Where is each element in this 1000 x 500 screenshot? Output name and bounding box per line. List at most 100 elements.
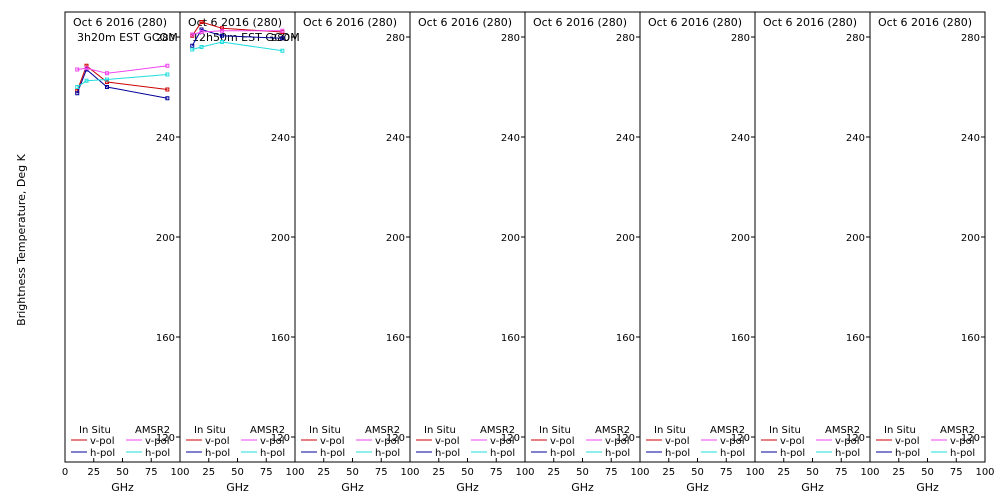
data-point-amsr2-v	[104, 71, 109, 76]
x-tick-label: 50	[461, 467, 474, 478]
legend-label: v-pol	[205, 436, 230, 447]
y-tick-label: 240	[616, 133, 635, 144]
legend-label: h-pol	[950, 448, 975, 459]
data-point-amsr2-v	[190, 32, 195, 37]
panel-title: Oct 6 2016 (280)	[418, 16, 512, 29]
y-tick-label: 160	[731, 333, 750, 344]
panel-title: Oct 6 2016 (280)	[763, 16, 857, 29]
x-tick-label: 25	[317, 467, 330, 478]
x-tick-label: 75	[375, 467, 388, 478]
x-tick-label: 50	[921, 467, 934, 478]
panel-8: Oct 6 2016 (280) 120 160 200 240 280 25 50 75 100…	[869, 11, 995, 494]
x-tick-label: 25	[662, 467, 675, 478]
series-line-in-situ-v	[76, 64, 168, 91]
legend-label: h-pol	[375, 448, 400, 459]
legend-label: h-pol	[895, 448, 920, 459]
x-tick-label: 100	[400, 467, 419, 478]
y-tick-label: 240	[156, 133, 175, 144]
x-tick-label: 25	[87, 467, 100, 478]
y-tick-label: 120	[501, 433, 520, 444]
legend-label: v-pol	[90, 436, 115, 447]
data-point-in-situ-v	[199, 20, 204, 24]
legend-header-amsr2: AMSR2	[940, 425, 975, 436]
data-point-amsr2-h	[280, 48, 285, 53]
series-line-in-situ-h	[76, 68, 168, 99]
legend-label: v-pol	[145, 436, 170, 447]
legend-label: v-pol	[550, 436, 575, 447]
panel-subtitle: 12h50m EST GCOM	[192, 31, 300, 44]
x-tick-label: 25	[892, 467, 905, 478]
data-point-in-situ-h	[190, 43, 195, 48]
data-point-in-situ-h	[165, 96, 170, 101]
x-tick-label: 25	[777, 467, 790, 478]
x-tick-label: 25	[432, 467, 445, 478]
data-point-amsr2-h	[199, 45, 204, 49]
data-point-in-situ-v	[165, 87, 170, 92]
legend-header-amsr2: AMSR2	[365, 425, 400, 436]
y-tick-label: 120	[616, 433, 635, 444]
y-tick-label: 120	[386, 433, 405, 444]
x-tick-label: 75	[145, 467, 158, 478]
x-axis-label: GHz	[571, 481, 594, 494]
y-tick-label: 200	[156, 233, 175, 244]
data-point-amsr2-v	[84, 66, 89, 71]
legend-header-in-situ: In Situ	[769, 425, 801, 436]
x-tick-label: 75	[605, 467, 618, 478]
legend-label: v-pol	[665, 436, 690, 447]
y-tick-label: 200	[501, 233, 520, 244]
y-tick-label: 160	[156, 333, 175, 344]
y-tick-label: 280	[846, 33, 865, 44]
panel-6: Oct 6 2016 (280) 120 160 200 240 280 25 50 75 100…	[639, 11, 765, 494]
panel-title: Oct 6 2016 (280)	[303, 16, 397, 29]
legend-label: v-pol	[780, 436, 805, 447]
x-tick-label: 50	[576, 467, 589, 478]
legend-header-in-situ: In Situ	[194, 425, 226, 436]
x-axis-label: GHz	[456, 481, 479, 494]
y-axis-label: Brightness Temperature, Deg K	[15, 153, 28, 325]
legend-label: v-pol	[895, 436, 920, 447]
legend-label: h-pol	[550, 448, 575, 459]
y-tick-label: 200	[731, 233, 750, 244]
y-tick-label: 200	[961, 233, 980, 244]
y-tick-label: 280	[616, 33, 635, 44]
panels-group: Oct 6 2016 (280) 3h20m EST GCOM 120 160 200 2…	[62, 11, 995, 494]
legend-label: h-pol	[665, 448, 690, 459]
data-point-amsr2-h	[84, 78, 89, 83]
x-tick-label: 50	[691, 467, 704, 478]
x-axis-label: GHz	[686, 481, 709, 494]
y-tick-label: 200	[386, 233, 405, 244]
legend-label: h-pol	[605, 448, 630, 459]
panel-title: Oct 6 2016 (280)	[73, 16, 167, 29]
legend-label: h-pol	[320, 448, 345, 459]
panel-title: Oct 6 2016 (280)	[648, 16, 742, 29]
legend-label: h-pol	[720, 448, 745, 459]
y-tick-label: 240	[271, 133, 290, 144]
legend-header-in-situ: In Situ	[884, 425, 916, 436]
series-line-in-situ-h	[191, 28, 283, 47]
legend-label: v-pol	[260, 436, 285, 447]
y-tick-label: 160	[961, 333, 980, 344]
panel-7: Oct 6 2016 (280) 120 160 200 240 280 25 50 75 100…	[754, 11, 880, 494]
x-axis-label: GHz	[916, 481, 939, 494]
legend-label: v-pol	[375, 436, 400, 447]
legend-label: h-pol	[490, 448, 515, 459]
y-tick-label: 280	[156, 33, 175, 44]
x-axis-label: GHz	[801, 481, 824, 494]
series-line-amsr2-v	[77, 65, 168, 74]
data-point-in-situ-h	[75, 91, 80, 96]
y-tick-label: 240	[731, 133, 750, 144]
y-tick-label: 280	[961, 33, 980, 44]
y-tick-label: 120	[846, 433, 865, 444]
legend-label: h-pol	[145, 448, 170, 459]
y-tick-label: 160	[846, 333, 865, 344]
series-line-amsr2-h	[76, 74, 168, 88]
x-tick-label: 50	[806, 467, 819, 478]
